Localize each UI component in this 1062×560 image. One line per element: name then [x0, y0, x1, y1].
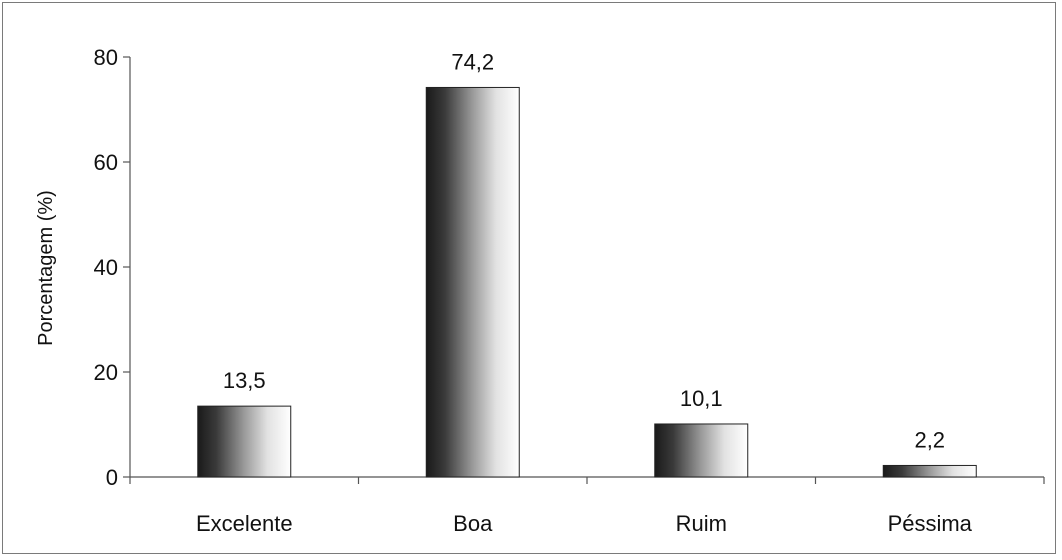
- data-label: 10,1: [680, 386, 723, 411]
- y-tick-label: 40: [94, 255, 118, 280]
- data-label: 13,5: [223, 368, 266, 393]
- bar: [654, 423, 749, 478]
- bar: [197, 405, 292, 478]
- y-tick-label: 0: [106, 465, 118, 490]
- x-category-label: Péssima: [888, 511, 973, 536]
- y-axis-title: Porcentagem (%): [35, 190, 57, 346]
- bar: [882, 464, 977, 478]
- bar: [425, 86, 520, 478]
- bars: 13,5 74,2 10,1 2,2: [197, 49, 977, 478]
- x-category-label: Boa: [453, 511, 493, 536]
- y-tick-label: 80: [94, 45, 118, 70]
- data-label: 2,2: [914, 427, 945, 452]
- data-label: 74,2: [451, 49, 494, 74]
- y-axis: 0 20 40 60 80: [94, 45, 131, 490]
- y-tick-label: 20: [94, 360, 118, 385]
- x-axis: Excelente Boa Ruim Péssima: [129, 476, 1045, 536]
- y-tick-label: 60: [94, 150, 118, 175]
- x-category-label: Excelente: [196, 511, 293, 536]
- chart-frame: [2, 2, 1056, 554]
- x-category-label: Ruim: [676, 511, 727, 536]
